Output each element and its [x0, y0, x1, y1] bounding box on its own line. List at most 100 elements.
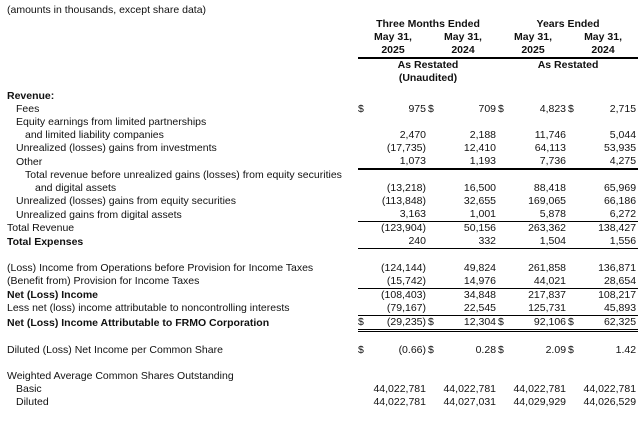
amounts-note: (amounts in thousands, except share data… [7, 4, 207, 16]
cell-value [511, 370, 568, 383]
row-label: Diluted (Loss) Net Income per Common Sha… [7, 344, 223, 356]
currency-symbol [358, 142, 371, 155]
header-group-row: Three Months Ended Years Ended [7, 18, 638, 31]
header-group-years: Years Ended [536, 18, 600, 30]
cell-value: 1,504 [511, 235, 569, 249]
currency-symbol [358, 301, 371, 316]
row-label: Less net (loss) income attributable to n… [7, 302, 290, 314]
currency-symbol [498, 182, 511, 195]
cell-value: 2,470 [399, 129, 426, 141]
cell-value: (29,235) [371, 315, 428, 332]
col-header-month: May 31, [444, 31, 482, 43]
currency-symbol [498, 222, 511, 236]
row-label: Total Revenue [7, 222, 75, 234]
cell-value [371, 169, 428, 182]
row-label: (Loss) Income from Operations before Pro… [7, 261, 314, 274]
row-label: (Benefit from) Provision for Income Taxe… [7, 275, 200, 287]
cell-value: 28,654 [581, 274, 639, 289]
cell-value: 44,029,929 [513, 396, 567, 408]
cell-value: 62,325 [581, 315, 639, 332]
header-restated-row: As Restated As Restated [7, 58, 638, 72]
currency-symbol [498, 142, 511, 155]
cell-value: 44,026,529 [583, 396, 637, 408]
spacer-cell [7, 249, 638, 262]
cell-value: 108,217 [598, 288, 637, 301]
cell-value: (13,218) [386, 182, 426, 194]
restated-label: As Restated [397, 59, 459, 71]
cell-value: 16,500 [463, 182, 497, 194]
cell-value: 92,106 [511, 315, 569, 332]
header-cell-empty [7, 58, 358, 72]
currency-symbol [358, 222, 371, 236]
table-row: Equity earnings from limited partnership… [7, 116, 638, 129]
currency-symbol: $ [358, 344, 364, 356]
currency-symbol [498, 288, 511, 302]
currency-symbol: $ [428, 103, 434, 115]
table-row: Unrealized (losses) gains from equity se… [7, 195, 638, 208]
table-row: Total Revenue (123,904) 50,156 263,362 138,4… [7, 222, 638, 236]
currency-symbol [498, 208, 512, 222]
currency-symbol [358, 195, 371, 208]
row-label: Basic [16, 383, 42, 395]
cell-value: 263,362 [528, 222, 567, 234]
col-header-year: 2025 [498, 44, 569, 59]
col-header-year: 2024 [428, 44, 499, 59]
currency-symbol [498, 235, 512, 249]
currency-symbol [498, 301, 512, 316]
currency-symbol [498, 169, 511, 182]
currency-symbol [498, 274, 512, 289]
cell-value: 44,022,781 [583, 383, 637, 395]
table-row: Unrealized (losses) gains from investmen… [7, 142, 638, 155]
row-label: Fees [16, 103, 40, 115]
currency-symbol: $ [428, 315, 441, 332]
cell-value [511, 116, 568, 129]
currency-symbol [428, 195, 441, 208]
restated-label: As Restated [537, 59, 599, 71]
cell-value: 34,848 [463, 288, 497, 301]
cell-value: 12,410 [463, 142, 497, 154]
row-label: Other [16, 156, 43, 168]
cell-value: 53,935 [603, 142, 637, 154]
currency-symbol [568, 288, 581, 302]
currency-symbol [498, 116, 511, 129]
currency-symbol [358, 262, 371, 275]
currency-symbol [568, 383, 581, 396]
header-year-row: 2025 2024 2025 2024 [7, 44, 639, 59]
header-cell-empty [7, 72, 358, 85]
cell-value: 11,746 [534, 129, 567, 141]
currency-symbol [568, 208, 582, 222]
col-header-month: May 31, [514, 31, 552, 43]
row-label: Equity earnings from limited partnership… [16, 116, 207, 128]
spacer-cell [7, 330, 638, 344]
cell-value: 12,304 [441, 315, 499, 332]
currency-symbol [428, 142, 441, 155]
col-header-year: 2025 [358, 44, 428, 59]
currency-symbol [568, 129, 581, 142]
cell-value: 44,021 [511, 274, 569, 289]
table-row: Diluted 44,022,781 44,027,031 44,029,929 44,… [7, 396, 638, 409]
cell-value: (79,167) [371, 301, 428, 316]
cell-value: 240 [371, 235, 428, 249]
currency-symbol [568, 155, 582, 170]
row-label: Total revenue before unrealized gains (l… [25, 169, 342, 181]
currency-symbol [358, 155, 371, 170]
header-cell-empty [7, 44, 358, 58]
currency-symbol [428, 262, 441, 275]
row-label: Weighted Average Common Shares Outstandi… [7, 370, 234, 382]
currency-symbol [568, 142, 581, 155]
row-label: and limited liability companies [25, 129, 164, 141]
cell-value: 49,824 [463, 261, 497, 274]
cell-value: 65,969 [603, 182, 637, 194]
cell-value [371, 370, 428, 383]
cell-value: 44,022,781 [373, 383, 426, 395]
currency-symbol [428, 90, 441, 103]
section-spacer [7, 249, 638, 262]
cell-value: 64,113 [534, 142, 567, 154]
table-row: Fees $975 $709 $4,823 $2,715 [7, 103, 638, 116]
table-row: Net (Loss) Income Attributable to FRMO C… [7, 315, 639, 332]
currency-symbol [498, 195, 511, 208]
currency-symbol [358, 288, 371, 302]
currency-symbol [428, 301, 441, 316]
currency-symbol [498, 155, 512, 170]
currency-symbol [428, 396, 441, 409]
